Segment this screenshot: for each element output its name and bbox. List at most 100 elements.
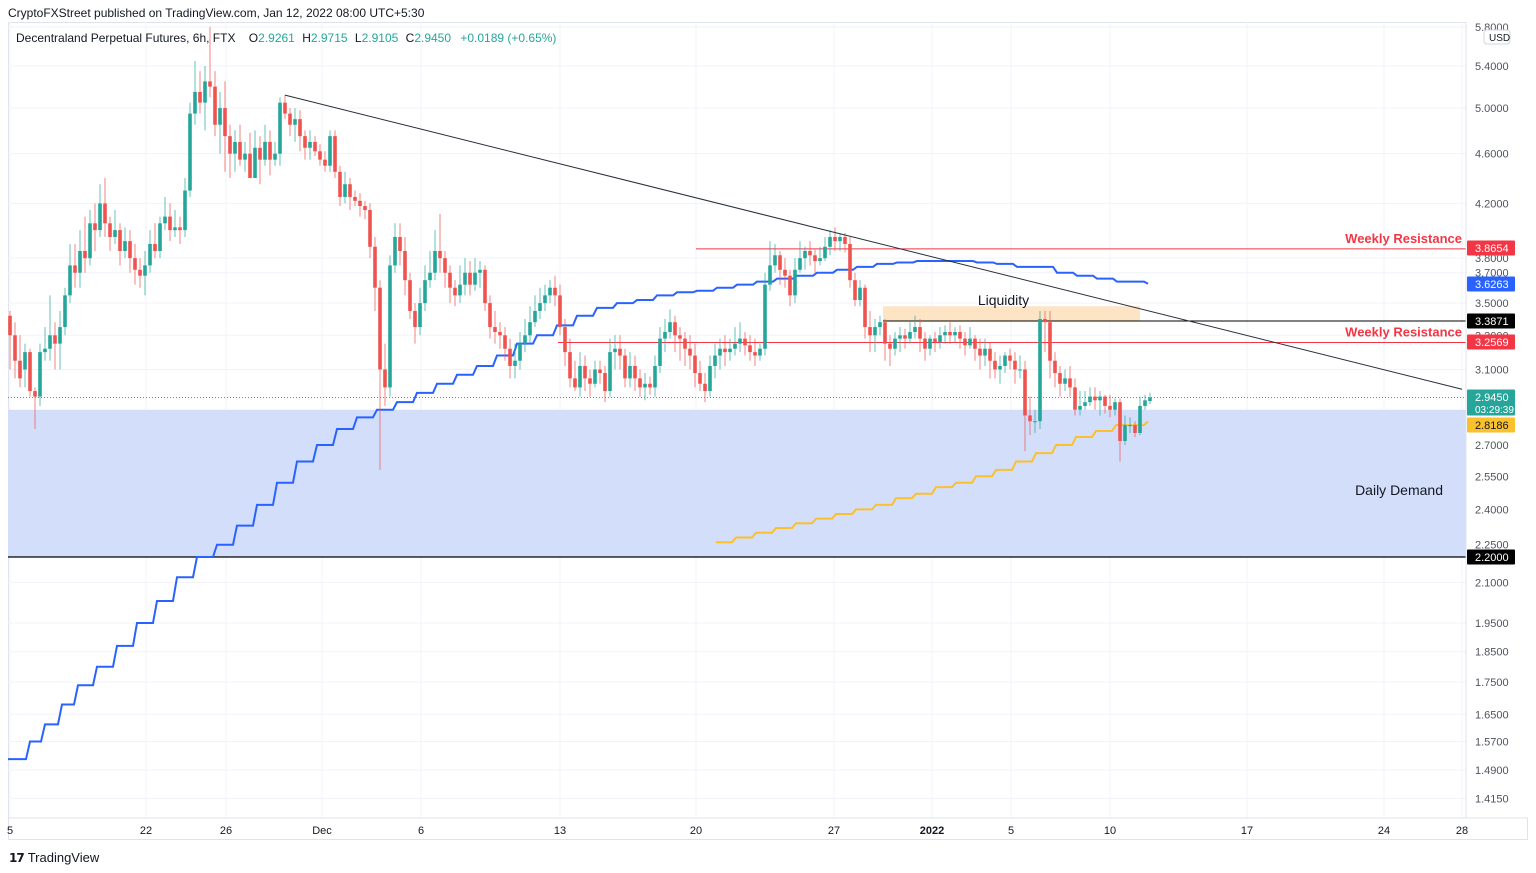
candle-body	[858, 287, 862, 300]
candle-body	[238, 141, 242, 160]
time-tick: 5	[7, 825, 13, 837]
candle-body	[863, 287, 867, 328]
candle-body	[778, 255, 782, 270]
candle-body	[368, 209, 372, 247]
candle-body	[888, 343, 892, 349]
candle-body	[1133, 425, 1137, 433]
price-tick: 4.2000	[1475, 198, 1509, 210]
candle-body	[353, 196, 357, 201]
candle-body	[48, 335, 52, 349]
candle-body	[228, 136, 232, 154]
candle-body	[143, 265, 147, 276]
candle-body	[808, 250, 812, 256]
candle-body	[538, 303, 542, 311]
candle-body	[158, 223, 162, 251]
candle-body	[398, 236, 402, 251]
candle-body	[163, 216, 167, 224]
time-tick: 13	[554, 825, 566, 837]
price-tick: 2.5500	[1475, 471, 1509, 483]
candle-body	[1083, 402, 1087, 406]
candle-body	[963, 338, 967, 346]
candle-body	[613, 348, 617, 353]
candle-body	[683, 338, 687, 349]
candle-body	[288, 113, 292, 125]
candle-body	[478, 269, 482, 273]
candle-body	[63, 295, 67, 328]
candle-body	[838, 236, 842, 242]
candle-body	[1028, 415, 1032, 422]
candle-body	[583, 365, 587, 379]
candle-body	[1078, 405, 1082, 410]
price-label-value: 3.3871	[1475, 316, 1509, 328]
price-tick: 1.9500	[1475, 618, 1509, 630]
candle-body	[873, 327, 877, 336]
candle-body	[793, 269, 797, 296]
candle-body	[803, 250, 807, 259]
candle-body	[253, 147, 257, 178]
candle-body	[1003, 355, 1007, 366]
candle-body	[173, 227, 177, 231]
candle-body	[508, 348, 512, 366]
candle-body	[578, 365, 582, 388]
candle-body	[1098, 396, 1102, 401]
candle-body	[868, 327, 872, 336]
time-tick: 28	[1456, 825, 1468, 837]
candle-body	[958, 331, 962, 339]
price-tick: 2.4000	[1475, 504, 1509, 516]
candle-body	[473, 272, 477, 285]
candle-body	[218, 108, 222, 125]
low-value: 2.9105	[361, 31, 399, 45]
tradingview-brand: TradingView	[27, 850, 100, 865]
candle-body	[323, 159, 327, 166]
candle-body	[453, 287, 457, 296]
candle-body	[1068, 378, 1072, 388]
candle-body	[1138, 405, 1142, 433]
time-tick: Dec	[312, 825, 332, 837]
candle-body	[633, 365, 637, 379]
candle-body	[713, 355, 717, 366]
candle-body	[468, 272, 472, 285]
candle-body	[118, 230, 122, 251]
candle-body	[373, 246, 377, 288]
candle-body	[598, 369, 602, 374]
time-tick: 5	[1008, 825, 1014, 837]
candle-body	[893, 338, 897, 349]
candle-body	[193, 91, 197, 114]
candle-body	[518, 343, 522, 361]
candle-body	[333, 136, 337, 172]
candle-body	[458, 284, 462, 296]
candle-body	[953, 331, 957, 336]
candle-body	[993, 360, 997, 370]
candle-body	[13, 335, 17, 361]
price-tick: 5.4000	[1475, 61, 1509, 73]
candle-body	[648, 383, 652, 388]
candle-body	[138, 269, 142, 276]
candle-body	[898, 335, 902, 339]
price-label-value: 2.9450	[1475, 392, 1509, 404]
symbol-title: Decentraland Perpetual Futures, 6h, FTX	[16, 31, 236, 45]
candle-body	[98, 203, 102, 231]
candle-body	[738, 338, 742, 344]
candle-body	[903, 335, 907, 339]
candle-body	[223, 108, 227, 137]
candle-body	[263, 141, 267, 160]
candle-body	[668, 322, 672, 332]
candle-body	[978, 348, 982, 356]
candle-body	[563, 327, 567, 353]
candle-body	[933, 338, 937, 342]
candle-body	[1063, 378, 1067, 384]
candle-body	[638, 378, 642, 388]
price-label-value: 3.2569	[1475, 337, 1509, 349]
candle-body	[653, 365, 657, 388]
price-label-value: 2.8186	[1475, 420, 1509, 432]
price-label-value: 2.2000	[1475, 552, 1509, 564]
weekly-resistance-label: Weekly Resistance	[1345, 324, 1462, 339]
candle-body	[1038, 318, 1042, 422]
time-tick: 20	[690, 825, 702, 837]
candle-body	[133, 258, 137, 270]
candle-body	[768, 265, 772, 285]
tradingview-logo[interactable]: 17 TradingView	[9, 850, 99, 865]
candle-body	[513, 360, 517, 366]
candle-body	[298, 119, 302, 137]
